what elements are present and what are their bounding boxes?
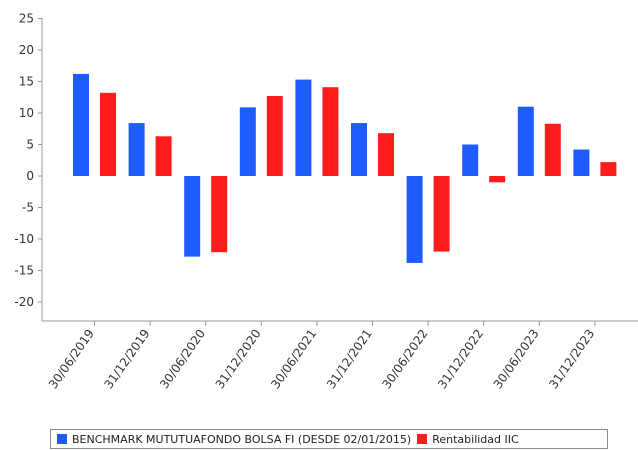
legend-label-rentabilidad: Rentabilidad IIC [432,432,519,446]
bars-group [73,73,617,263]
y-tick-label: 15 [19,75,34,89]
y-tick-label: -15 [14,264,34,278]
x-tick-label: 31/12/2019 [101,327,152,392]
y-tick-label: -20 [14,295,34,309]
bar-rentabilidad [378,133,394,176]
x-tick-label: 30/06/2020 [157,327,208,392]
bar-benchmark [73,73,89,176]
bar-benchmark [351,123,367,176]
legend-swatch-rentabilidad [417,434,428,444]
y-tick-label: -5 [22,201,34,215]
bar-benchmark [239,107,256,176]
legend-label-benchmark: BENCHMARK MUTUTUAFONDO BOLSA FI (DESDE 0… [72,432,412,446]
y-tick-group: 25 20 15 10 5 0 -5 -10 -15 -20 [14,12,42,309]
bar-rentabilidad [433,176,450,252]
y-tick-label: 5 [26,138,34,152]
x-tick-label: 31/12/2021 [324,327,375,392]
bar-benchmark [184,176,201,257]
y-tick-label: 25 [19,12,34,26]
bar-rentabilidad [322,87,339,176]
x-tick-label: 30/06/2022 [379,327,430,392]
bar-rentabilidad [211,176,228,253]
legend-item-rentabilidad: Rentabilidad IIC [417,432,519,446]
legend-swatch-benchmark [57,434,67,444]
bar-rentabilidad [600,162,617,176]
bar-rentabilidad [544,123,561,176]
bar-benchmark [295,79,312,176]
bar-benchmark [462,144,479,176]
x-tick-label: 30/06/2023 [491,327,542,392]
y-tick-label: 10 [19,106,34,120]
bar-benchmark [573,149,590,176]
bar-benchmark [406,176,423,263]
x-tick-label: 31/12/2022 [435,327,486,392]
bar-rentabilidad [266,95,283,176]
y-tick-label: 0 [26,169,34,183]
y-tick-label: 20 [19,43,34,57]
legend-item-benchmark: BENCHMARK MUTUTUAFONDO BOLSA FI (DESDE 0… [57,433,411,446]
x-tick-label: 31/12/2020 [213,327,264,392]
x-tick-label: 30/06/2021 [268,327,319,392]
bar-benchmark [128,123,145,176]
y-tick-label: -10 [14,232,34,246]
x-tick-group: 30/06/2019 31/12/2019 30/06/2020 31/12/2020… [46,321,597,392]
bar-rentabilidad [489,176,506,183]
bar-rentabilidad [155,136,172,176]
x-tick-label: 31/12/2023 [546,327,597,392]
bar-benchmark [517,106,534,176]
bar-rentabilidad [100,92,116,176]
legend: BENCHMARK MUTUTUAFONDO BOLSA FI (DESDE 0… [50,429,608,449]
x-tick-label: 30/06/2019 [46,327,97,392]
